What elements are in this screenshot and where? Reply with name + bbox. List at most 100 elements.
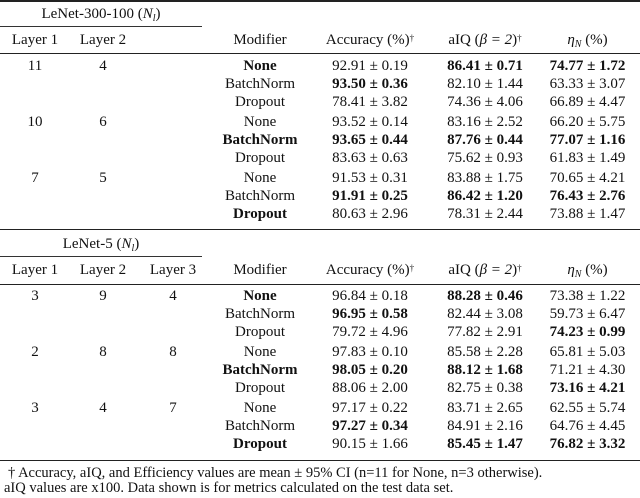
section2-title-text: LeNet-5 ( (62, 236, 122, 252)
layer1-value: 2 (31, 344, 39, 360)
modifier-cell: BatchNorm (225, 418, 295, 434)
layer1-value: 11 (27, 58, 43, 74)
section2-cmidrule (0, 256, 202, 257)
accuracy-cell: 96.95 ± 0.58 (332, 306, 408, 322)
modifier-cell: None (243, 400, 277, 416)
eta-cell: 74.23 ± 0.99 (549, 324, 626, 340)
header-aiq-prefix: aIQ ( (448, 262, 480, 278)
eta-cell: 64.76 ± 4.45 (549, 418, 626, 434)
header-layer2: Layer 2 (79, 32, 127, 48)
aiq-cell: 83.16 ± 2.52 (447, 114, 523, 130)
layer2-value: 4 (99, 400, 107, 416)
footnote-line-2: aIQ values are x100. Data shown is for m… (4, 480, 454, 496)
header-accuracy: Accuracy (%)† (310, 30, 430, 51)
header-layer3: Layer 3 (149, 262, 197, 278)
modifier-cell: BatchNorm (222, 132, 298, 148)
dagger-mark: † (517, 263, 522, 273)
layer2-value: 9 (99, 288, 107, 304)
modifier-cell: None (243, 114, 277, 130)
accuracy-cell: 97.83 ± 0.10 (332, 344, 408, 360)
section1-title-text: LeNet-300-100 ( (41, 6, 143, 22)
modifier-cell: BatchNorm (225, 188, 295, 204)
aiq-cell: 75.62 ± 0.93 (447, 150, 523, 166)
eta-cell: 61.83 ± 1.49 (549, 150, 626, 166)
eta-cell: 66.89 ± 4.47 (549, 94, 626, 110)
accuracy-cell: 93.52 ± 0.14 (332, 114, 408, 130)
dagger-mark: † (409, 263, 415, 273)
eta-cell: 62.55 ± 5.74 (549, 400, 626, 416)
header-aiq-suffix: ) (512, 32, 518, 48)
modifier-cell: None (243, 58, 277, 74)
aiq-cell: 85.45 ± 1.47 (447, 436, 523, 452)
layer3-value: 8 (169, 344, 177, 360)
accuracy-cell: 96.84 ± 0.18 (332, 288, 408, 304)
header-eta: ηN (%) (535, 260, 640, 281)
modifier-cell: None (243, 288, 277, 304)
header-modifier: Modifier (233, 32, 287, 48)
header-eta: ηN (%) (535, 30, 640, 51)
section1-cmidrule (0, 26, 202, 27)
section1-title-var: N (142, 6, 153, 22)
header-layer2: Layer 2 (79, 262, 127, 278)
header-eta-sub: N (574, 39, 582, 50)
eta-cell: 73.38 ± 1.22 (549, 288, 626, 304)
accuracy-cell: 97.27 ± 0.34 (332, 418, 408, 434)
header-eta-symbol: η (567, 262, 575, 278)
modifier-cell: Dropout (235, 94, 285, 110)
dagger-mark: † (409, 33, 415, 43)
aiq-cell: 84.91 ± 2.16 (447, 418, 523, 434)
layer2-value: 8 (99, 344, 107, 360)
eta-cell: 73.88 ± 1.47 (549, 206, 626, 222)
eta-cell: 70.65 ± 4.21 (549, 170, 626, 186)
eta-cell: 71.21 ± 4.30 (549, 362, 626, 378)
header-aiq: aIQ (β = 2)† (425, 260, 545, 281)
header-aiq-beta: β = 2 (479, 32, 513, 48)
section1-title-suffix: ) (155, 6, 161, 22)
footnote-line-1: † Accuracy, aIQ, and Efficiency values a… (8, 465, 543, 481)
eta-cell: 76.43 ± 2.76 (549, 188, 626, 204)
header-eta-symbol: η (567, 32, 575, 48)
header-layer1: Layer 1 (11, 32, 59, 48)
aiq-cell: 86.42 ± 1.20 (447, 188, 523, 204)
eta-cell: 73.16 ± 4.21 (549, 380, 626, 396)
accuracy-cell: 91.91 ± 0.25 (332, 188, 408, 204)
header-accuracy: Accuracy (%)† (310, 260, 430, 281)
accuracy-cell: 91.53 ± 0.31 (332, 170, 408, 186)
accuracy-cell: 98.05 ± 0.20 (332, 362, 408, 378)
header-eta-sub: N (574, 269, 582, 280)
section2-title-var: N (121, 236, 132, 252)
layer1-value: 7 (31, 170, 39, 186)
bottom-rule (0, 460, 640, 461)
aiq-cell: 78.31 ± 2.44 (447, 206, 523, 222)
section2-title-suffix: ) (134, 236, 140, 252)
accuracy-cell: 93.50 ± 0.36 (332, 76, 408, 92)
section-divider-rule (0, 229, 640, 230)
header-aiq-suffix: ) (512, 262, 518, 278)
modifier-cell: BatchNorm (225, 306, 295, 322)
layer1-value: 3 (31, 400, 39, 416)
accuracy-cell: 80.63 ± 2.96 (332, 206, 408, 222)
aiq-cell: 86.41 ± 0.71 (447, 58, 523, 74)
header-eta-suffix: (%) (581, 32, 608, 48)
aiq-cell: 85.58 ± 2.28 (447, 344, 523, 360)
section1-header-rule (0, 53, 640, 54)
aiq-cell: 77.82 ± 2.91 (447, 324, 523, 340)
eta-cell: 76.82 ± 3.32 (549, 436, 626, 452)
accuracy-cell: 92.91 ± 0.19 (332, 58, 408, 74)
modifier-cell: Dropout (235, 324, 285, 340)
header-aiq: aIQ (β = 2)† (425, 30, 545, 51)
aiq-cell: 87.76 ± 0.44 (447, 132, 523, 148)
layer3-value: 7 (169, 400, 177, 416)
eta-cell: 59.73 ± 6.47 (549, 306, 626, 322)
aiq-cell: 82.44 ± 3.08 (447, 306, 523, 322)
aiq-cell: 88.12 ± 1.68 (447, 362, 523, 378)
aiq-cell: 74.36 ± 4.06 (447, 94, 523, 110)
header-accuracy-text: Accuracy (%) (325, 32, 410, 48)
eta-cell: 74.77 ± 1.72 (549, 58, 626, 74)
eta-cell: 65.81 ± 5.03 (549, 344, 626, 360)
eta-cell: 66.20 ± 5.75 (549, 114, 626, 130)
aiq-cell: 88.28 ± 0.46 (447, 288, 523, 304)
layer3-value: 4 (169, 288, 177, 304)
accuracy-cell: 79.72 ± 4.96 (332, 324, 408, 340)
section1-title-sub: l (152, 13, 156, 24)
